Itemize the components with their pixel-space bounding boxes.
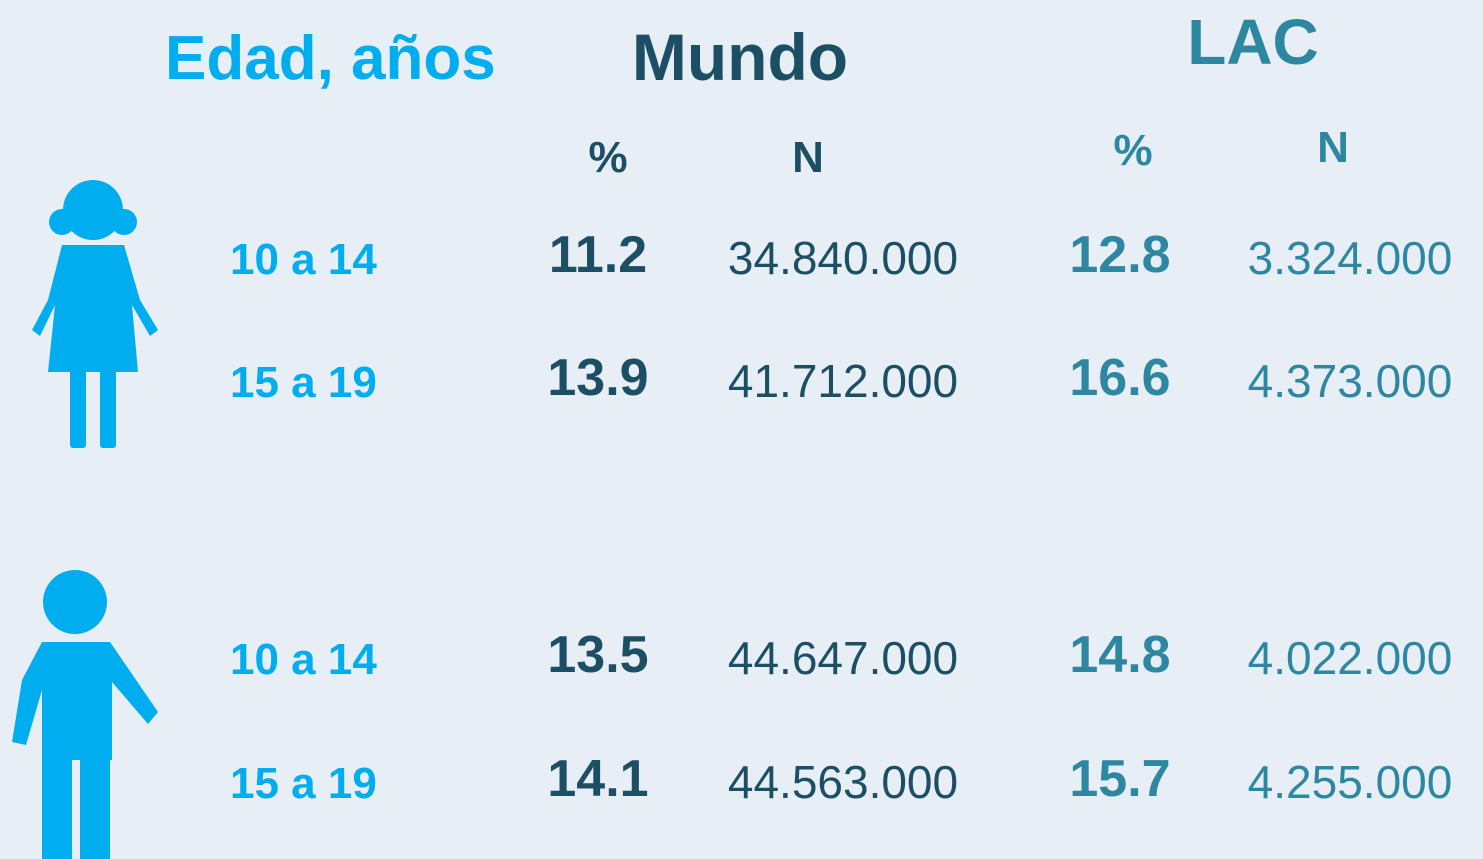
lac-n: 4.373.000 [1248, 355, 1453, 407]
world-pct-header: % [588, 133, 627, 182]
lac-n: 4.255.000 [1248, 756, 1453, 808]
world-pct: 11.2 [549, 226, 647, 284]
lac-pct: 16.6 [1069, 349, 1170, 407]
world-n: 44.647.000 [728, 632, 958, 684]
lac-pct: 14.8 [1069, 626, 1170, 684]
lac-header: LAC [1187, 6, 1319, 78]
lac-n: 4.022.000 [1248, 632, 1453, 684]
lac-pct: 15.7 [1069, 750, 1170, 808]
world-n: 44.563.000 [728, 756, 958, 808]
world-header: Mundo [632, 20, 848, 94]
world-pct: 14.1 [547, 750, 648, 808]
age-header: Edad, años [165, 24, 496, 93]
age-label: 15 a 19 [230, 759, 377, 808]
age-label: 10 a 14 [230, 635, 377, 684]
world-pct: 13.5 [547, 626, 648, 684]
lac-pct-header: % [1113, 126, 1152, 175]
world-n-header: N [792, 133, 824, 182]
world-n: 41.712.000 [728, 355, 958, 407]
lac-n-header: N [1317, 123, 1349, 172]
boy-icon [12, 570, 158, 859]
age-label: 15 a 19 [230, 358, 377, 407]
world-n: 34.840.000 [728, 232, 958, 284]
girl-icon [32, 180, 158, 448]
world-pct: 13.9 [547, 349, 648, 407]
age-label: 10 a 14 [230, 235, 377, 284]
lac-n: 3.324.000 [1248, 232, 1453, 284]
lac-pct: 12.8 [1069, 226, 1170, 284]
